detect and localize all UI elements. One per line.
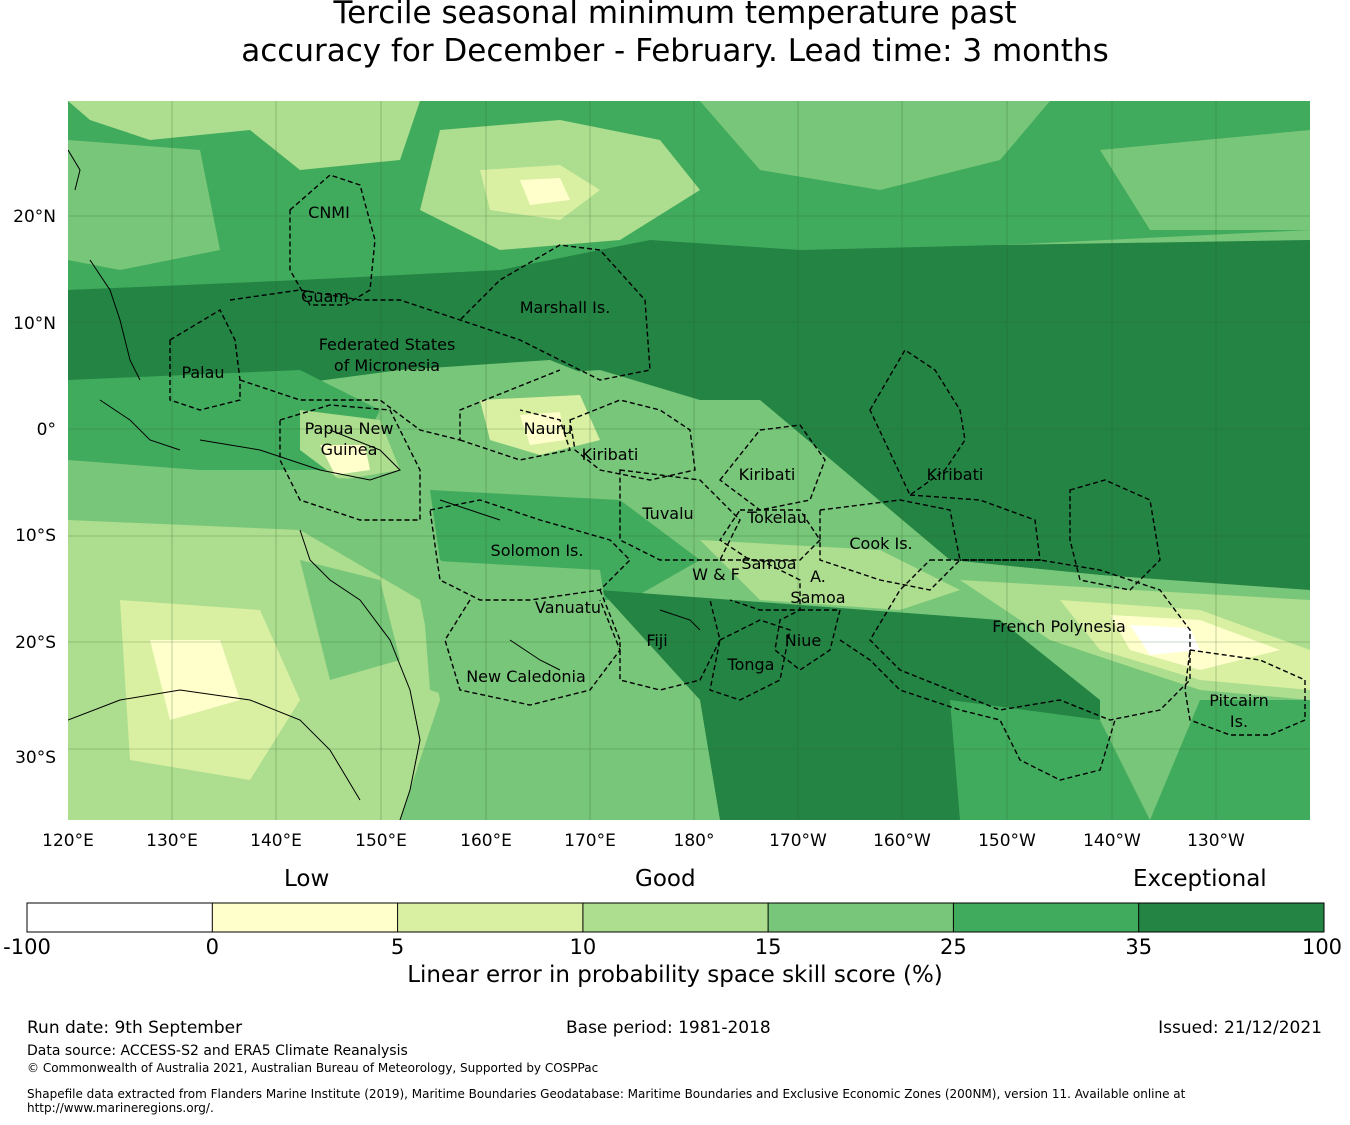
region-label-wallis-futuna: W & F — [692, 565, 740, 584]
colorbar-tick: 15 — [755, 935, 782, 959]
shapefile-url: http://www.marineregions.org/. — [27, 1101, 214, 1115]
lon-label: 140°E — [250, 831, 302, 851]
lat-label: 20°S — [15, 633, 56, 653]
region-label-tokelau: Tokelau — [746, 508, 807, 527]
region-label-solomon: Solomon Is. — [491, 541, 584, 560]
region-label-american-samoa-1: A. — [810, 567, 826, 586]
region-label-pitcairn-1: Pitcairn — [1209, 691, 1269, 710]
colorbar-segment — [397, 903, 583, 932]
region-label-vanuatu: Vanuatu — [535, 598, 601, 617]
category-exceptional: Exceptional — [1133, 866, 1267, 892]
colorbar-label: Linear error in probability space skill … — [407, 962, 943, 988]
colorbar-tick: -100 — [3, 935, 51, 959]
lat-label: 10°S — [15, 526, 56, 546]
colorbar-segment — [1138, 903, 1324, 932]
lon-label: 120°E — [42, 831, 94, 851]
lon-label: 150°W — [978, 831, 1036, 851]
colorbar-tick: 100 — [1302, 935, 1342, 959]
colorbar-tick: 0 — [206, 935, 219, 959]
lon-label: 160°W — [873, 831, 931, 851]
region-label-tonga: Tonga — [727, 655, 775, 674]
region-label-palau: Palau — [181, 363, 224, 382]
issued-date: Issued: 21/12/2021 — [1158, 1018, 1322, 1038]
colorbar-tick: 35 — [1125, 935, 1152, 959]
region-label-french-polynesia: French Polynesia — [992, 617, 1126, 636]
base-period: Base period: 1981-2018 — [566, 1018, 771, 1038]
colorbar-segment — [212, 903, 398, 932]
coastlines — [68, 149, 701, 820]
region-label-niue: Niue — [785, 631, 821, 650]
map-title: Tercile seasonal minimum temperature pas… — [0, 0, 1350, 70]
region-label-nauru: Nauru — [524, 419, 573, 438]
lon-label: 170°E — [564, 831, 616, 851]
lon-label: 130°E — [146, 831, 198, 851]
eez-boundaries — [169, 174, 1306, 781]
colorbar-tick: 5 — [391, 935, 404, 959]
lon-label: 170°W — [769, 831, 827, 851]
longitude-labels: 120°E 130°E 140°E 150°E 160°E 170°E 180°… — [42, 831, 1245, 851]
lat-label: 10°N — [13, 314, 56, 334]
lat-label: 30°S — [15, 748, 56, 768]
shapefile-credit: Shapefile data extracted from Flanders M… — [27, 1087, 1186, 1101]
region-label-guam: Guam — [301, 287, 349, 306]
title-line-1: Tercile seasonal minimum temperature pas… — [333, 0, 1017, 31]
lon-label: 140°W — [1083, 831, 1141, 851]
region-label-pitcairn-2: Is. — [1230, 712, 1248, 731]
region-label-kiribati-west: Kiribati — [582, 445, 639, 464]
region-label-kiribati-east: Kiribati — [927, 465, 984, 484]
lat-label: 20°N — [13, 207, 56, 227]
colorbar: -100 0 5 10 15 25 35 100 — [3, 902, 1342, 959]
region-label-fiji: Fiji — [646, 631, 667, 650]
region-label-fsm-2: of Micronesia — [334, 356, 440, 375]
region-label-tuvalu: Tuvalu — [641, 504, 693, 523]
region-label-american-samoa-2: Samoa — [790, 588, 845, 607]
latitude-labels: 20°N 10°N 0° 10°S 20°S 30°S — [13, 207, 56, 768]
lon-label: 180° — [674, 831, 715, 851]
region-label-png-2: Guinea — [321, 440, 378, 459]
category-good: Good — [635, 866, 696, 892]
copyright: © Commonwealth of Australia 2021, Austra… — [27, 1061, 599, 1075]
region-label-kiribati-central: Kiribati — [739, 465, 796, 484]
graticule — [68, 101, 1310, 820]
category-low: Low — [284, 866, 330, 892]
lon-label: 160°E — [460, 831, 512, 851]
colorbar-outline — [26, 902, 1325, 933]
lat-label: 0° — [37, 420, 56, 440]
region-labels: CNMI Guam Marshall Is. Federated States … — [181, 203, 1268, 731]
lon-label: 130°W — [1187, 831, 1245, 851]
colorbar-segment — [953, 903, 1139, 932]
lon-label: 150°E — [355, 831, 407, 851]
colorbar-segment — [768, 903, 954, 932]
run-date: Run date: 9th September — [27, 1018, 243, 1038]
skill-field — [68, 101, 1310, 820]
region-label-cnmi: CNMI — [308, 203, 350, 222]
title-line-2: accuracy for December - February. Lead t… — [241, 33, 1109, 69]
colorbar-tick: 10 — [570, 935, 597, 959]
region-label-png-1: Papua New — [305, 419, 394, 438]
colorbar-segment — [582, 903, 769, 932]
region-label-samoa: Samoa — [741, 554, 796, 573]
region-label-cook: Cook Is. — [849, 534, 912, 553]
region-label-fsm-1: Federated States — [319, 335, 456, 354]
region-label-new-caledonia: New Caledonia — [466, 667, 586, 686]
data-source: Data source: ACCESS-S2 and ERA5 Climate … — [27, 1043, 408, 1059]
region-label-marshall: Marshall Is. — [520, 298, 611, 317]
colorbar-tick: 25 — [940, 935, 967, 959]
colorbar-segment — [27, 903, 213, 932]
